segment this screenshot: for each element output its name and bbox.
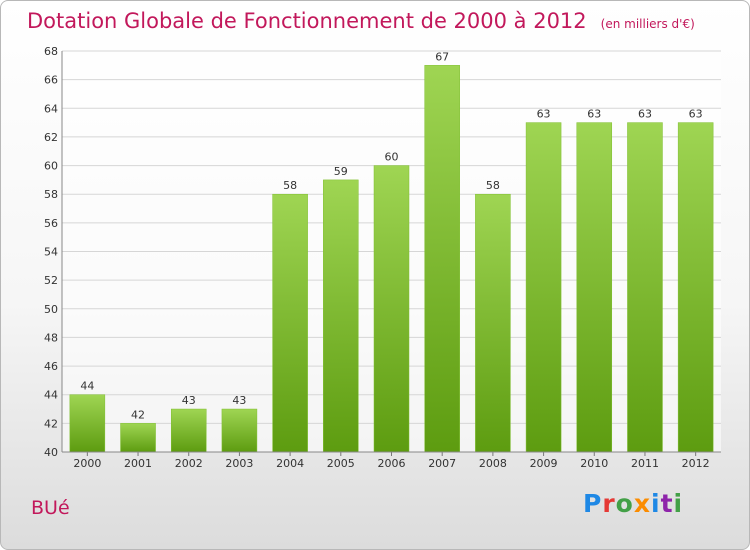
place-name: BUé [31, 497, 70, 519]
bar-2003 [221, 408, 258, 453]
unit-label: (en milliers d'€) [600, 17, 695, 31]
y-tick-label: 64 [44, 102, 58, 115]
data-label-2012: 63 [689, 108, 703, 121]
data-label-2002: 43 [182, 394, 196, 407]
data-label-2006: 60 [385, 151, 399, 164]
y-tick-label: 42 [44, 417, 58, 430]
x-tick-label-2012: 2012 [682, 457, 710, 470]
x-tick-label-2005: 2005 [327, 457, 355, 470]
bar-2006 [373, 165, 410, 453]
bar-2011 [627, 122, 663, 453]
y-tick-label: 54 [44, 246, 58, 259]
data-label-2003: 43 [232, 394, 246, 407]
y-tick-label: 66 [44, 74, 58, 87]
y-tick-label: 44 [44, 389, 58, 402]
proxiti-logo: Proxiti [583, 489, 683, 518]
x-tick-label-2011: 2011 [631, 457, 659, 470]
y-tick-label: 68 [44, 45, 58, 58]
x-tick-label-2010: 2010 [580, 457, 608, 470]
data-label-2008: 58 [486, 179, 500, 192]
x-tick-label-2000: 2000 [73, 457, 101, 470]
bar-2010 [576, 122, 613, 453]
y-tick-label: 56 [44, 217, 58, 230]
x-tick-label-2009: 2009 [530, 457, 558, 470]
bar-2004 [272, 193, 308, 453]
bar-2007 [424, 65, 460, 453]
x-tick-label-2007: 2007 [428, 457, 456, 470]
x-tick-label-2001: 2001 [124, 457, 152, 470]
bar-2001 [120, 423, 156, 453]
data-label-2010: 63 [587, 108, 601, 121]
y-tick-label: 60 [44, 160, 58, 173]
y-tick-label: 46 [44, 360, 58, 373]
data-label-2004: 58 [283, 179, 297, 192]
data-label-2000: 44 [80, 380, 94, 393]
y-tick-label: 50 [44, 303, 58, 316]
y-tick-label: 40 [44, 446, 58, 459]
bar-2008 [475, 193, 511, 453]
x-tick-label-2002: 2002 [175, 457, 203, 470]
logo-letter: r [602, 489, 616, 518]
axes: 40 42 44 46 48 50 52 54 56 58 60 62 64 66 68 2000 2001 20… [44, 45, 721, 470]
data-label-2009: 63 [537, 108, 551, 121]
x-tick-label-2008: 2008 [479, 457, 507, 470]
x-tick-label-2006: 2006 [378, 457, 406, 470]
bar-2009 [525, 122, 562, 453]
data-label-2005: 59 [334, 165, 348, 178]
bar-2005 [323, 179, 359, 453]
x-tick-label-2003: 2003 [225, 457, 253, 470]
logo-letter: i [651, 489, 661, 518]
chart-title: Dotation Globale de Fonctionnement de 20… [27, 9, 695, 33]
y-tick-label: 48 [44, 331, 58, 344]
title-text: Dotation Globale de Fonctionnement de 20… [27, 9, 587, 33]
logo-letter: x [633, 489, 651, 518]
y-tick-label: 62 [44, 131, 58, 144]
logo-letter: t [660, 489, 674, 518]
y-tick-label: 52 [44, 274, 58, 287]
bars: 44 42 43 43 58 59 60 67 58 63 63 63 63 [69, 50, 714, 453]
bar-2002 [170, 408, 207, 453]
logo-letter: o [615, 489, 634, 518]
data-label-2007: 67 [435, 50, 449, 63]
y-tick-label: 58 [44, 188, 58, 201]
logo-letter: P [583, 489, 603, 518]
bar-2000 [69, 394, 106, 453]
logo-letter: i [673, 489, 684, 518]
bar-2012 [677, 122, 714, 453]
x-tick-label-2004: 2004 [276, 457, 304, 470]
data-label-2001: 42 [131, 408, 145, 421]
data-label-2011: 63 [638, 108, 652, 121]
